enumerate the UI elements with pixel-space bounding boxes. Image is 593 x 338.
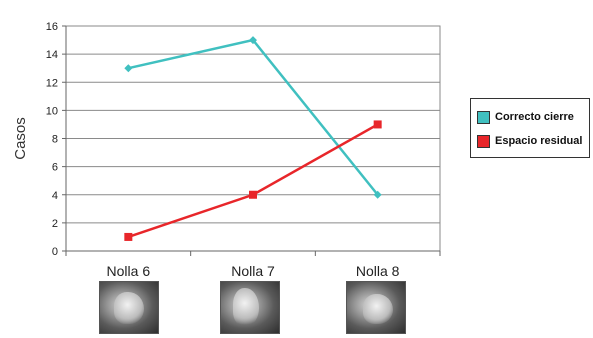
x-category-label: Nolla 8 [356,263,400,279]
legend-item-correcto-cierre: Correcto cierre [477,105,589,129]
y-tick-label: 2 [52,218,58,230]
data-point [373,120,382,129]
legend-item-espacio-residual: Espacio residual [477,129,589,153]
data-point [124,64,133,73]
data-point [373,190,382,199]
legend-label-espacio-residual: Espacio residual [495,135,583,147]
y-tick-label: 10 [46,105,58,117]
y-tick-label: 4 [52,190,58,202]
y-tick-label: 0 [52,246,58,258]
data-point [124,232,133,241]
legend-label-correcto-cierre: Correcto cierre [495,111,574,123]
y-tick-label: 12 [46,77,58,89]
legend: Correcto cierre Espacio residual [470,98,590,158]
data-point [249,36,257,45]
x-category-label: Nolla 7 [231,263,275,279]
data-point [249,190,257,199]
y-tick-label: 16 [46,21,58,33]
y-axis-title: Casos [12,117,29,160]
y-tick-label: 8 [52,134,58,146]
xray-tooth-icon [99,281,159,334]
x-category-label: Nolla 6 [107,263,151,279]
legend-swatch-correcto-cierre [477,110,490,124]
legend-swatch-espacio-residual [477,134,490,148]
xray-tooth-icon [220,281,280,334]
y-tick-label: 6 [52,162,58,174]
y-tick-label: 14 [46,49,58,61]
xray-tooth-icon [346,281,406,334]
